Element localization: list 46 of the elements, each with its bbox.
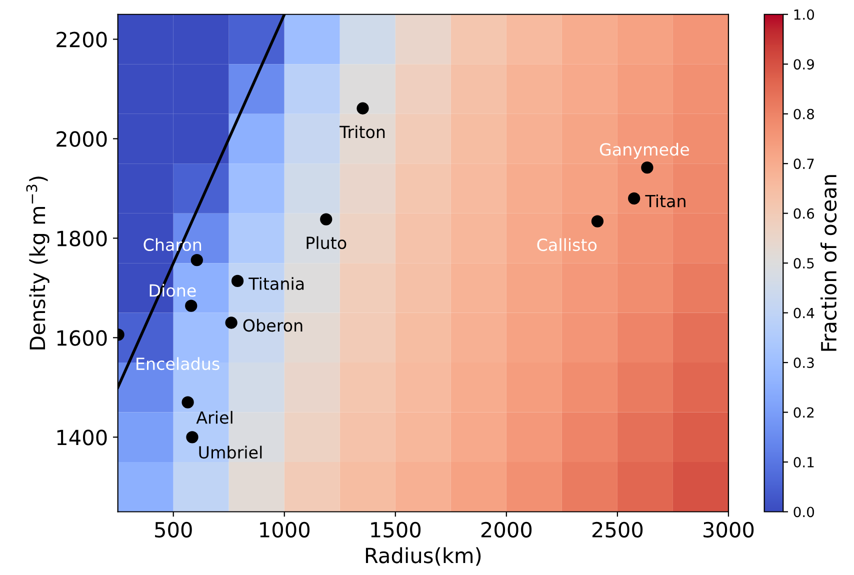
y-tick-label: 1800 <box>57 230 107 246</box>
color-bar-label: 0.5 <box>794 258 814 269</box>
x-tick-label: 2000 <box>481 522 532 538</box>
point <box>641 161 654 174</box>
y-tick-label: 2200 <box>56 32 107 48</box>
point <box>185 300 198 312</box>
x-axis-title: Radius(km) <box>366 547 481 566</box>
y-tick-label: 2000 <box>56 131 107 147</box>
y-axis-title: Density (kg m$^{−3}$) <box>26 176 50 350</box>
color-bar-label: 1.0 <box>794 9 814 20</box>
color-bar-label: 0.3 <box>794 358 814 368</box>
color-bar-label: 0.4 <box>794 308 814 318</box>
x-tick-label: 2500 <box>592 522 643 538</box>
annotation: Umbriel <box>199 446 262 459</box>
color-bar-label: 0.6 <box>794 208 814 219</box>
y-tick-label: 1400 <box>57 430 107 446</box>
point <box>190 254 203 266</box>
point <box>182 396 194 408</box>
color-bar-label: 0.9 <box>794 59 814 70</box>
color-bar-label: 0.0 <box>794 506 814 518</box>
point <box>225 316 238 329</box>
point <box>231 274 244 288</box>
annotation: Titan <box>645 194 686 208</box>
x-tick-label: 1500 <box>371 522 421 538</box>
color-bar-label: 0.7 <box>794 158 814 170</box>
annotation: Callisto <box>537 238 597 252</box>
point <box>186 431 198 444</box>
color-bar-label: 0.1 <box>794 456 814 468</box>
point <box>628 192 640 204</box>
color-bar-title: Fraction of ocean <box>820 175 837 351</box>
color-bar-label: 0.8 <box>794 108 814 120</box>
point <box>320 213 332 226</box>
point <box>591 215 604 228</box>
point <box>356 102 369 114</box>
annotation: Oberon <box>243 318 302 332</box>
color-bar-label: 0.2 <box>794 407 814 418</box>
annotation: Pluto <box>306 236 346 250</box>
x-tick-label: 1000 <box>260 522 310 538</box>
annotation: Ariel <box>196 410 232 424</box>
annotation: Titania <box>248 277 304 290</box>
x-tick-label: 3000 <box>704 522 754 538</box>
x-tick-label: 500 <box>155 522 192 538</box>
annotation: Ganymede <box>600 142 689 159</box>
annotation: Enceladus <box>136 357 220 370</box>
annotation: Triton <box>339 125 385 138</box>
y-tick-label: 1600 <box>57 330 107 346</box>
